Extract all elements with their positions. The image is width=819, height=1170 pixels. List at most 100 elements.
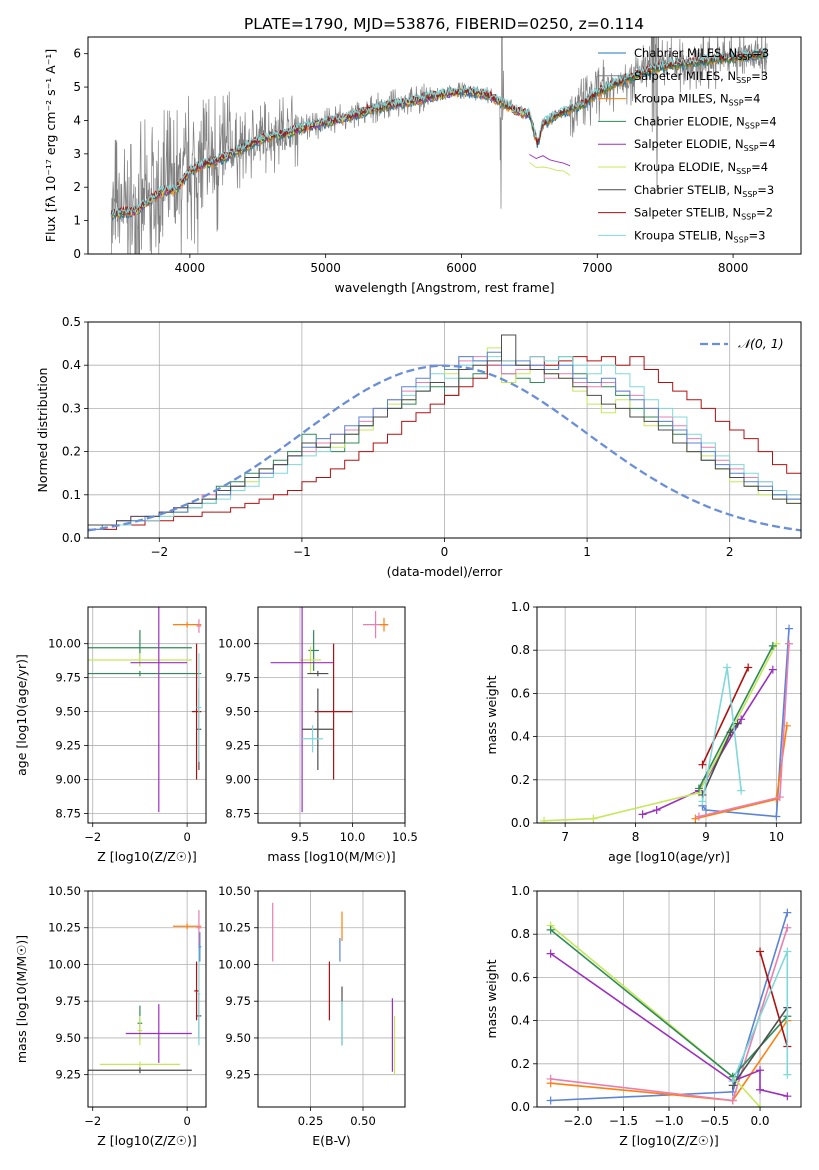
x-tick-label: 6000: [446, 261, 477, 275]
weight-marker: [775, 793, 784, 802]
y-tick-label: 4: [73, 113, 81, 127]
weight-marker: [540, 816, 549, 823]
weight-line: [543, 643, 778, 822]
legend-text: Salpeter MILES, N: [634, 69, 736, 83]
y-tick-label: 0.2: [62, 445, 81, 459]
x-tick-label: 0.50: [350, 1114, 376, 1128]
y-tick-label: 0: [73, 247, 81, 261]
x-tick-label: 10: [769, 830, 784, 844]
axes-frame: [87, 606, 207, 824]
y-tick-label: 1.0: [511, 884, 530, 898]
y-tick-label: 9.75: [55, 671, 81, 685]
x-tick-label: 0.0: [750, 1114, 769, 1128]
y-tick-label: 0.5: [62, 315, 81, 329]
weight-line: [698, 645, 774, 789]
weight-marker: [638, 810, 647, 819]
weight-marker: [652, 806, 661, 815]
y-tick-label: 0.2: [511, 773, 530, 787]
weight-marker: [698, 760, 707, 769]
legend-text: Chabrier MILES, N: [634, 46, 737, 60]
x-axis-label: (data-model)/error: [387, 564, 504, 579]
weight-marker: [726, 728, 735, 737]
weight-marker: [698, 797, 707, 806]
y-tick-label: 0.2: [511, 1057, 530, 1071]
y-tick-label: 9.75: [55, 994, 81, 1008]
weight-marker: [737, 786, 746, 795]
x-tick-label: −0.5: [700, 1114, 729, 1128]
figure-title: PLATE=1790, MJD=53876, FIBERID=0250, z=0…: [244, 15, 644, 33]
plot-content: [540, 624, 794, 823]
weight-marker: [728, 1096, 737, 1105]
legend-subscript: SSP: [744, 144, 759, 153]
x-axis-label: wavelength [Angstrom, rest frame]: [334, 280, 554, 295]
y-tick-label: 9.25: [55, 1068, 81, 1082]
axes-frame: [87, 321, 802, 539]
y-tick-label: 0.4: [62, 358, 81, 372]
y-axis-label: Normed distribution: [35, 368, 50, 493]
weight-marker: [737, 715, 746, 724]
weight-marker: [772, 812, 781, 821]
legend-entry: Kroupa STELIB, NSSP=3: [634, 228, 765, 244]
legend-subscript: SSP: [745, 121, 760, 130]
legend-subscript: SSP: [741, 213, 756, 222]
y-tick-label: 9.50: [55, 1031, 81, 1045]
legend-entry: Kroupa MILES, NSSP=4: [634, 92, 760, 108]
x-axis-label: Z [log10(Z/Z☉)]: [97, 849, 197, 864]
model-spectrum: [111, 47, 768, 216]
axes-frame: [87, 36, 802, 255]
x-tick-label: −2: [84, 1114, 101, 1128]
plot-content: [88, 607, 202, 813]
y-tick-label: 9.25: [225, 1068, 251, 1082]
y-tick-label: 1: [73, 214, 81, 228]
y-axis-label: Flux [fλ 10⁻¹⁷ erg cm⁻² s⁻¹ A⁻¹]: [43, 49, 58, 242]
legend-text: Kroupa STELIB, N: [634, 228, 734, 242]
plot-content: [110, 37, 768, 254]
plot-content: [270, 607, 389, 813]
plot-area: [258, 607, 405, 823]
legend-value: =3: [752, 46, 769, 60]
x-tick-label: −2: [150, 545, 168, 559]
y-tick-label: 0.1: [62, 488, 81, 502]
legend-value: =3: [749, 228, 766, 242]
axes-frame: [257, 606, 406, 824]
y-tick-label: 0.0: [511, 1100, 530, 1114]
histogram-step: [88, 351, 801, 530]
weight-line: [701, 628, 790, 818]
weight-line: [732, 1007, 788, 1086]
y-tick-label: 0.0: [511, 816, 530, 830]
legend-entry: Salpeter STELIB, NSSP=2: [634, 206, 773, 222]
histogram-step: [88, 356, 801, 530]
y-tick-label: 6: [73, 47, 81, 61]
normal-curve: [88, 364, 801, 532]
y-tick-label: 9.75: [225, 671, 251, 685]
weight-marker: [546, 1074, 555, 1083]
weight-marker: [783, 923, 792, 932]
x-tick-label: 10.0: [340, 830, 366, 844]
y-tick-label: 9.00: [55, 773, 81, 787]
y-tick-label: 0.4: [511, 1014, 530, 1028]
legend-entry: Salpeter MILES, NSSP=3: [634, 69, 768, 85]
y-tick-label: 9.25: [225, 739, 251, 753]
weight-marker: [723, 663, 732, 672]
legend-text: Kroupa ELODIE, N: [634, 160, 736, 174]
weight-marker: [756, 1066, 765, 1075]
x-tick-label: 0: [183, 830, 190, 844]
y-axis-label: mass weight: [484, 959, 499, 1038]
mass-vs-ebv-panel: 0.25 0.50 9.25 9.50 9.75 10.00 10.25 10.50 E(B-V…: [218, 884, 406, 1148]
x-tick-label: 0: [441, 545, 449, 559]
plot-content: [88, 910, 202, 1074]
x-tick-label: 8: [632, 830, 640, 844]
weight-marker: [701, 806, 710, 815]
y-tick-label: 0.6: [511, 686, 530, 700]
y-tick-label: 1.0: [511, 600, 530, 614]
histogram-step: [88, 334, 801, 526]
elodie-tail: [529, 154, 571, 167]
x-axis-label: mass [log10(M/M☉)]: [267, 849, 395, 864]
weight-marker: [783, 947, 792, 956]
plot-content: [272, 902, 396, 1075]
y-tick-label: 8.75: [55, 806, 81, 820]
y-axis-label: mass weight: [484, 675, 499, 754]
y-tick-label: 0.8: [511, 927, 530, 941]
y-axis-label: age [log10(age/yr)]: [14, 654, 29, 776]
